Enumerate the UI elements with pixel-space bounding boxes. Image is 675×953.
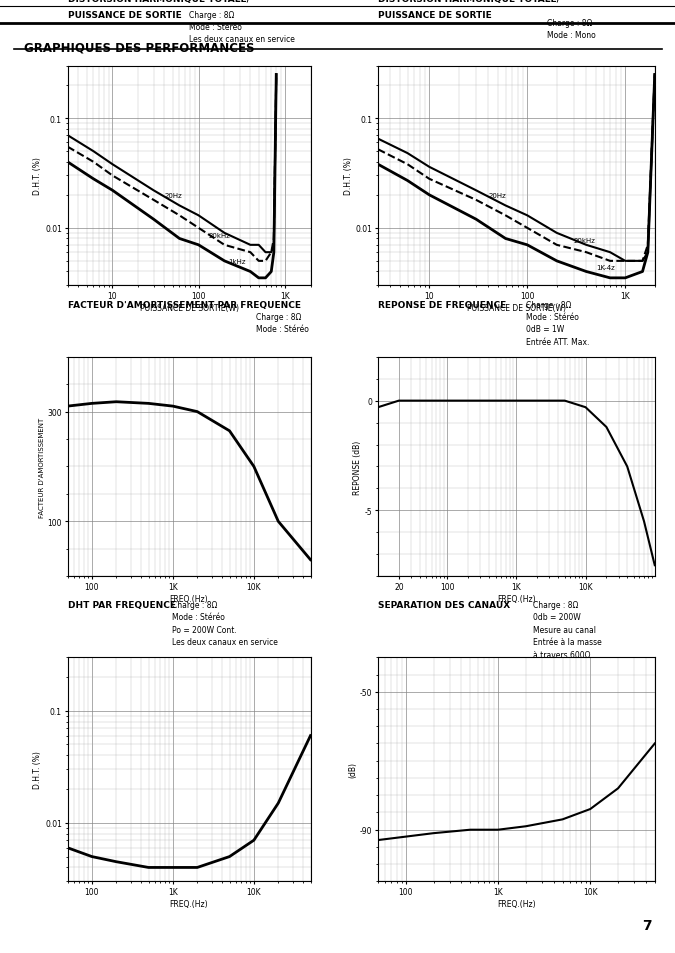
Text: Mesure au canal: Mesure au canal	[533, 625, 596, 634]
Text: FACTEUR D'AMORTISSEMENT PAR FREQUENCE: FACTEUR D'AMORTISSEMENT PAR FREQUENCE	[68, 300, 300, 309]
Text: 20kHz: 20kHz	[574, 237, 596, 243]
Text: Les deux canaux en service: Les deux canaux en service	[172, 638, 278, 646]
Text: 0db = 200W: 0db = 200W	[533, 613, 581, 621]
Text: Entrée à la masse: Entrée à la masse	[533, 638, 602, 646]
Text: à travers 600Ω: à travers 600Ω	[533, 650, 591, 659]
X-axis label: FREQ.(Hz): FREQ.(Hz)	[497, 899, 536, 908]
X-axis label: FREQ.(Hz): FREQ.(Hz)	[497, 594, 536, 603]
Text: GRAPHIQUES DES PERFORMANCES: GRAPHIQUES DES PERFORMANCES	[24, 42, 254, 55]
X-axis label: PUISSANCE DE SORTIE(W): PUISSANCE DE SORTIE(W)	[467, 303, 566, 313]
Text: 1kHz: 1kHz	[228, 258, 246, 265]
Text: SEPARATION DES CANAUX: SEPARATION DES CANAUX	[378, 600, 510, 609]
X-axis label: FREQ.(Hz): FREQ.(Hz)	[169, 899, 209, 908]
Y-axis label: D.H.T. (%): D.H.T. (%)	[344, 157, 353, 195]
Text: Mode : Stéréo: Mode : Stéréo	[189, 23, 242, 31]
Text: Mode : Stéréo: Mode : Stéréo	[526, 313, 579, 321]
Y-axis label: D.H.T. (%): D.H.T. (%)	[33, 751, 43, 788]
Text: 20Hz: 20Hz	[488, 193, 506, 199]
Text: DHT PAR FREQUENCE: DHT PAR FREQUENCE	[68, 600, 176, 609]
Text: Mode : Stéréo: Mode : Stéréo	[256, 325, 309, 334]
Text: 20Hz: 20Hz	[164, 193, 182, 199]
Y-axis label: (dB): (dB)	[348, 761, 357, 778]
Text: DISTORSION HARMONIQUE TOTALE/: DISTORSION HARMONIQUE TOTALE/	[378, 0, 560, 4]
Text: Charge : 8Ω: Charge : 8Ω	[526, 300, 572, 309]
Text: PUISSANCE DE SORTIE: PUISSANCE DE SORTIE	[378, 11, 492, 20]
X-axis label: FREQ.(Hz): FREQ.(Hz)	[169, 594, 209, 603]
Text: Mode : Stéréo: Mode : Stéréo	[172, 613, 225, 621]
Text: 1K-4z: 1K-4z	[596, 265, 614, 271]
Y-axis label: FACTEUR D'AMORTISSEMENT: FACTEUR D'AMORTISSEMENT	[38, 416, 45, 517]
Text: PUISSANCE DE SORTIE: PUISSANCE DE SORTIE	[68, 11, 182, 20]
Text: 0dB = 1W: 0dB = 1W	[526, 325, 565, 334]
Text: Po = 200W Cont.: Po = 200W Cont.	[172, 625, 237, 634]
Text: Charge : 8Ω: Charge : 8Ω	[533, 600, 578, 609]
Text: Charge : 8Ω: Charge : 8Ω	[172, 600, 217, 609]
Text: Mode : Mono: Mode : Mono	[547, 31, 595, 40]
Text: DISTORSION HARMONIQUE TOTALE/: DISTORSION HARMONIQUE TOTALE/	[68, 0, 249, 4]
X-axis label: PUISSANCE DE SORTIE(W): PUISSANCE DE SORTIE(W)	[140, 303, 238, 313]
Text: Entrée ATT. Max.: Entrée ATT. Max.	[526, 337, 590, 346]
Y-axis label: REPONSE (dB): REPONSE (dB)	[353, 440, 362, 494]
Text: 20kHz: 20kHz	[209, 233, 230, 239]
Text: 7: 7	[642, 918, 651, 932]
Text: Charge : 8Ω: Charge : 8Ω	[256, 313, 302, 321]
Text: Charge : 8Ω: Charge : 8Ω	[189, 11, 234, 20]
Text: Charge : 8Ω: Charge : 8Ω	[547, 19, 592, 28]
Y-axis label: D.H.T. (%): D.H.T. (%)	[33, 157, 43, 195]
Text: REPONSE DE FREQUENCE: REPONSE DE FREQUENCE	[378, 300, 506, 309]
Text: Les deux canaux en service: Les deux canaux en service	[189, 35, 295, 44]
